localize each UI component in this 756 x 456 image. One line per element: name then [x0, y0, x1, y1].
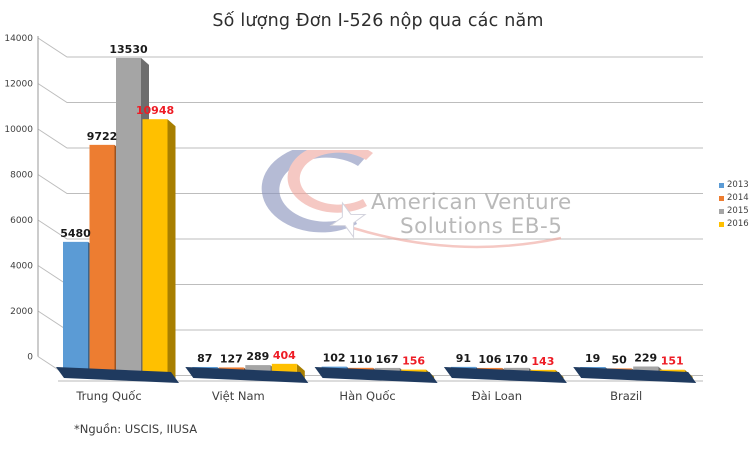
legend-label: 2014 [727, 193, 749, 203]
bar-group: 102 110 167 156 Hàn Quốc [314, 352, 438, 403]
bar-value-label: 50 [612, 353, 628, 366]
y-tick-label: 0 [27, 353, 33, 363]
source-note: *Nguồn: USCIS, IIUSA [74, 422, 198, 436]
legend: 2013 2014 2015 2016 [719, 181, 749, 233]
gridline [37, 219, 703, 240]
legend-item: 2014 [719, 194, 749, 203]
bar-value-label: 19 [585, 352, 600, 365]
bar-value-label: 9722 [87, 130, 118, 143]
bar-value-label: 13530 [109, 43, 148, 56]
y-tick-label: 12000 [4, 80, 33, 90]
category-label: Trung Quốc [75, 389, 141, 403]
legend-swatch-icon [719, 209, 724, 214]
watermark-red-swoosh [287, 142, 373, 213]
bar-value-label: 229 [634, 351, 657, 364]
y-tick-label: 2000 [10, 307, 33, 317]
group-platform [56, 367, 179, 383]
category-label: Việt Nam [212, 389, 265, 403]
bar-value-label: 404 [273, 349, 296, 362]
legend-label: 2015 [727, 206, 749, 216]
legend-item: 2013 [719, 181, 749, 190]
bar-2016 [142, 119, 168, 377]
bar-value-label: 106 [478, 353, 501, 366]
bar-value-label: 102 [323, 352, 346, 365]
legend-swatch-icon [719, 196, 724, 201]
watermark-text-line1: American Venture [371, 190, 572, 215]
gridline [37, 83, 703, 103]
bar-value-label: 156 [402, 355, 425, 368]
bar-value-label: 151 [661, 355, 684, 368]
gridline [37, 174, 703, 194]
group-platform [573, 367, 697, 383]
legend-label: 2016 [727, 219, 749, 229]
y-tick-label: 14000 [4, 34, 33, 44]
gridline [37, 128, 703, 149]
gridline [37, 37, 703, 58]
category-label: Brazil [610, 389, 642, 403]
group-platform [443, 367, 567, 383]
watermark-swoosh-graphic [261, 142, 562, 249]
bar-value-label: 5480 [60, 227, 91, 240]
y-tick-label: 6000 [10, 216, 33, 226]
group-platform [185, 367, 309, 383]
legend-label: 2013 [727, 180, 749, 190]
bar-group: 91 106 170 143 Đài Loan [443, 352, 567, 403]
y-tick-label: 10000 [4, 125, 33, 135]
watermark-red-tail [352, 226, 562, 249]
bar-group: 19 50 229 151 Brazil [573, 351, 697, 403]
bar-value-label: 143 [531, 355, 554, 368]
legend-item: 2015 [719, 207, 749, 216]
legend-swatch-icon [719, 222, 724, 227]
y-tick-label: 4000 [10, 262, 33, 272]
watermark-logo: American Venture Solutions EB-5 [253, 142, 583, 270]
bar-2015 [116, 57, 141, 375]
bar-value-label: 127 [220, 352, 243, 365]
bar-value-label: 110 [349, 353, 372, 366]
category-label: Đài Loan [472, 389, 522, 403]
y-tick-label: 8000 [10, 171, 33, 181]
watermark-star-icon [329, 201, 367, 239]
group-platform [314, 367, 438, 383]
bar-side-face [167, 119, 176, 383]
bar-group: 87 127 289 404 Việt Nam [185, 349, 309, 403]
bar-value-label: 167 [376, 353, 399, 366]
bar-2013 [63, 241, 88, 372]
chart-title: Số lượng Đơn I-526 nộp qua các năm [212, 11, 544, 31]
bar-value-label: 10948 [136, 104, 174, 117]
bar-value-label: 87 [197, 352, 212, 365]
legend-item: 2016 [719, 220, 749, 229]
bar-value-label: 289 [246, 350, 269, 363]
bar-value-label: 91 [456, 352, 471, 365]
bar-group: 5480 9722 13530 10948 Trung Quốc [56, 43, 179, 403]
legend-swatch-icon [719, 183, 724, 188]
bar-2014 [89, 144, 115, 374]
watermark-text-line2: Solutions EB-5 [400, 214, 563, 239]
category-label: Hàn Quốc [339, 389, 395, 403]
bar-2015 [245, 365, 271, 375]
bar-value-label: 170 [505, 353, 528, 366]
watermark-blue-swoosh [261, 144, 365, 233]
